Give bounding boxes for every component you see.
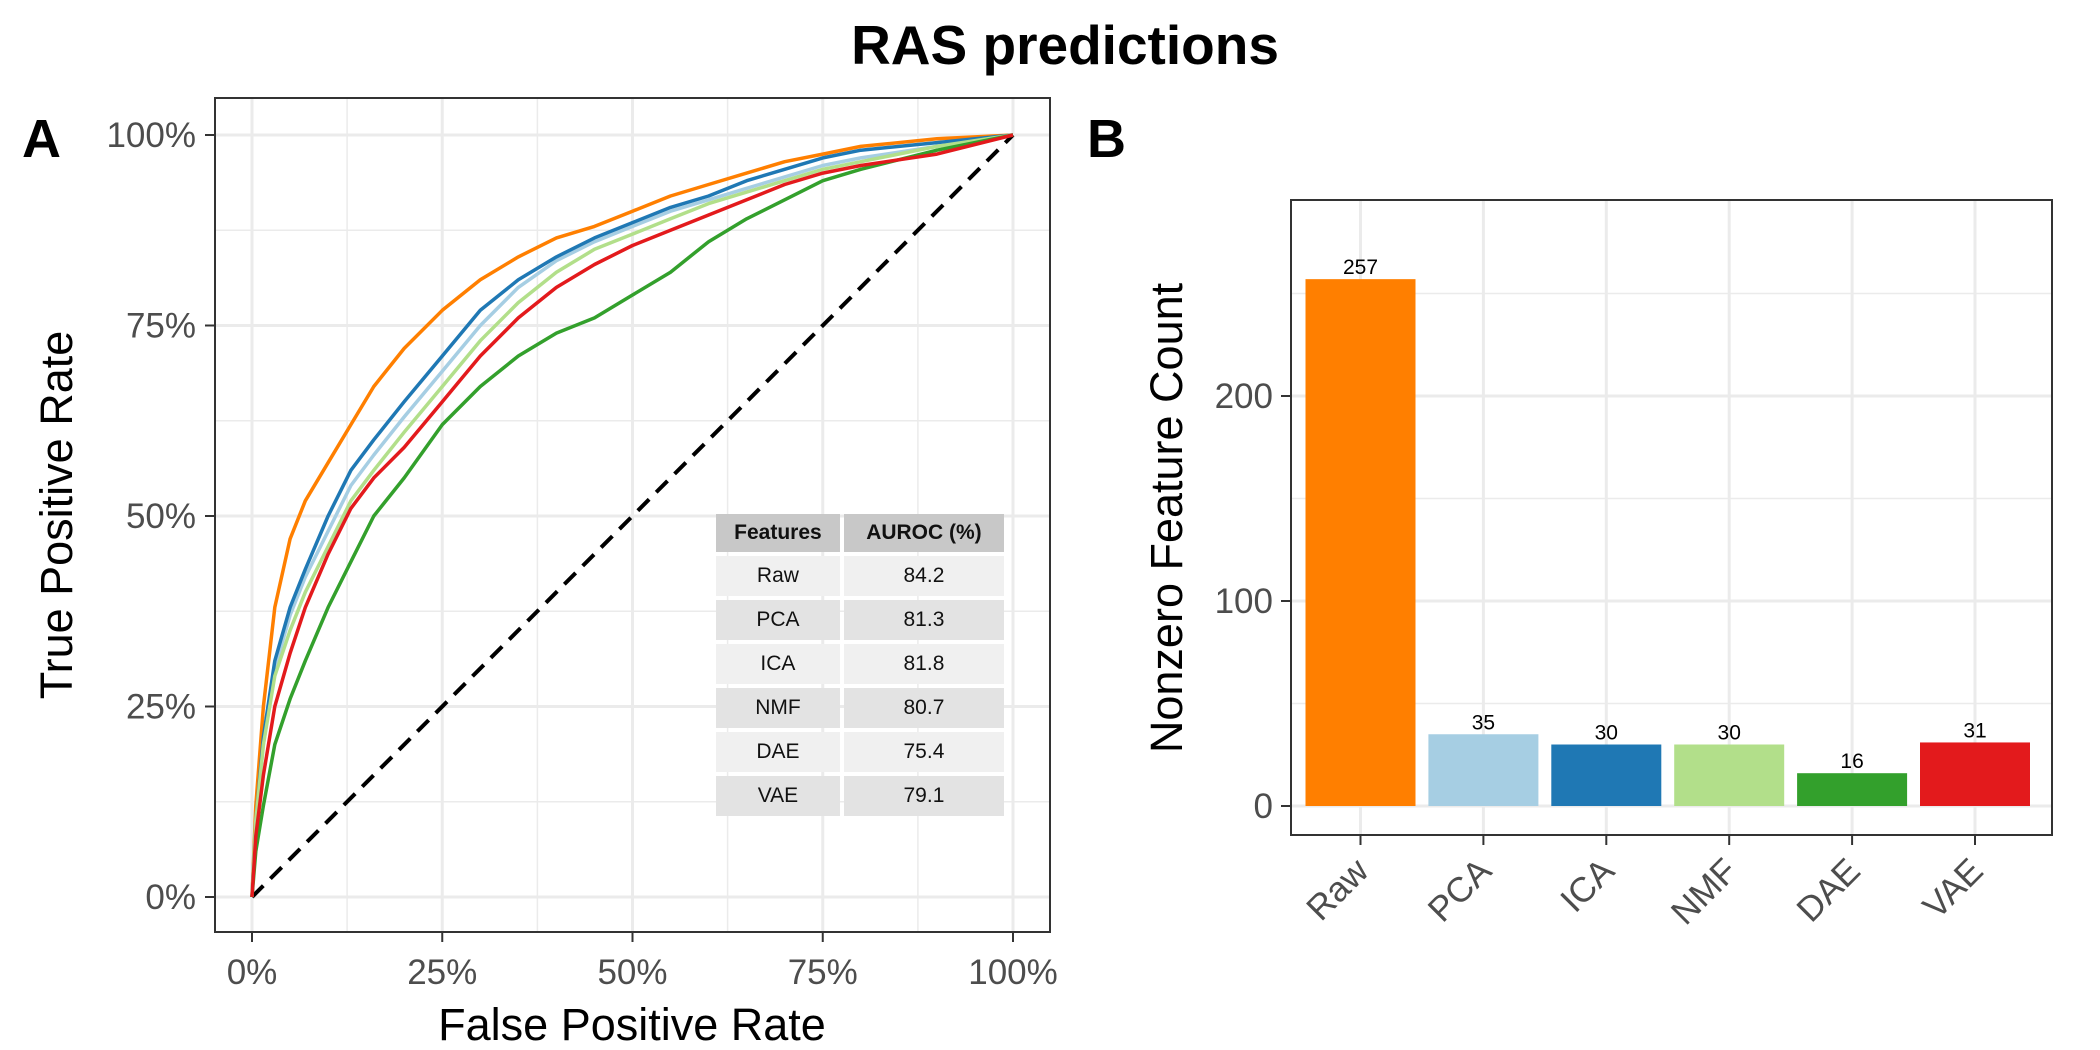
- auroc-value: 75.4: [843, 732, 1004, 772]
- bar-pca: [1428, 734, 1539, 806]
- auroc-header-auroc: AUROC (%): [843, 514, 1004, 552]
- figure-title: RAS predictions: [851, 14, 1279, 76]
- auroc-value: 84.2: [843, 556, 1004, 596]
- auroc-table-row: PCA 81.3: [716, 600, 1004, 640]
- bar-value-label: 16: [1840, 750, 1863, 773]
- roc-y-tick-label: 0%: [145, 878, 196, 917]
- roc-x-tick-label: 100%: [968, 953, 1058, 992]
- bar-dae: [1797, 773, 1908, 806]
- roc-curve-ica: [250, 133, 1014, 898]
- bar-value-label: 30: [1595, 722, 1618, 745]
- auroc-value: 80.7: [843, 688, 1004, 728]
- bar-x-tick-label: DAE: [1789, 851, 1867, 929]
- roc-curve-raw: [250, 133, 1014, 898]
- auroc-feature: PCA: [716, 600, 840, 640]
- auroc-header-features: Features: [716, 514, 840, 552]
- bar-x-tick-label: ICA: [1553, 851, 1622, 920]
- auroc-value: 81.8: [843, 644, 1004, 684]
- panel-label-a: A: [22, 109, 61, 169]
- roc-reference-line: [250, 133, 1015, 899]
- roc-curve-pca: [250, 133, 1014, 898]
- roc-y-tick-label: 25%: [126, 688, 196, 727]
- auroc-value: 81.3: [843, 600, 1004, 640]
- bar-x-tick-label: NMF: [1664, 851, 1745, 932]
- bar-ica: [1551, 744, 1662, 806]
- bar-nmf: [1674, 744, 1785, 806]
- auroc-value: 79.1: [843, 776, 1004, 816]
- auroc-feature: Raw: [716, 556, 840, 596]
- auroc-table-header: Features AUROC (%): [716, 514, 1004, 552]
- roc-x-tick-label: 75%: [788, 953, 858, 992]
- bar-value-label: 30: [1718, 722, 1741, 745]
- roc-x-tick-label: 50%: [597, 953, 667, 992]
- roc-x-tick-label: 0%: [227, 953, 278, 992]
- roc-axes: 0% 25% 50% 75% 100% 0% 25% 50% 75% 100%: [106, 116, 1057, 992]
- auroc-table-row: ICA 81.8: [716, 644, 1004, 684]
- bar-x-tick-label: PCA: [1421, 851, 1500, 930]
- roc-y-tick-label: 75%: [126, 307, 196, 346]
- roc-y-tick-label: 100%: [106, 116, 196, 155]
- bar-grid: [1291, 200, 2052, 835]
- auroc-table-row: DAE 75.4: [716, 732, 1004, 772]
- panel-label-b: B: [1087, 109, 1126, 169]
- auroc-table-row: Raw 84.2: [716, 556, 1004, 596]
- bar-y-tick-label: 100: [1215, 582, 1273, 621]
- bar-panel-border: [1290, 199, 2053, 836]
- roc-x-axis-label: False Positive Rate: [438, 999, 826, 1050]
- roc-curves: [250, 133, 1015, 899]
- roc-y-axis-label: True Positive Rate: [31, 331, 82, 699]
- bar-value-label: 257: [1343, 256, 1378, 279]
- auroc-table-row: NMF 80.7: [716, 688, 1004, 728]
- auroc-table-row: VAE 79.1: [716, 776, 1004, 816]
- feature-count-panel: B 257 35 30 30 16 31 0 100 200 Raw PCA ICA NMF DAE VA…: [1087, 109, 2053, 932]
- auroc-feature: DAE: [716, 732, 840, 772]
- bar-value-label: 35: [1472, 711, 1495, 734]
- bars: 257 35 30 30 16 31: [1305, 256, 2030, 806]
- roc-curve-nmf: [250, 133, 1014, 898]
- bar-y-tick-label: 200: [1215, 377, 1273, 416]
- roc-curve-vae: [250, 133, 1014, 898]
- bar-raw: [1305, 279, 1416, 806]
- bar-x-tick-label: VAE: [1915, 851, 1990, 926]
- auroc-feature: ICA: [716, 644, 840, 684]
- bar-y-tick-label: 0: [1254, 787, 1273, 826]
- bar-vae: [1920, 742, 2030, 806]
- roc-y-tick-label: 50%: [126, 497, 196, 536]
- bar-x-tick-label: Raw: [1299, 851, 1377, 929]
- bar-y-axis-label: Nonzero Feature Count: [1141, 282, 1192, 753]
- auroc-feature: VAE: [716, 776, 840, 816]
- roc-x-tick-label: 25%: [407, 953, 477, 992]
- auroc-table: Features AUROC (%) Raw 84.2 PCA 81.3 ICA…: [712, 510, 1008, 820]
- auroc-feature: NMF: [716, 688, 840, 728]
- roc-curve-dae: [250, 133, 1014, 898]
- bar-value-label: 31: [1963, 719, 1986, 742]
- bar-plot-background: [1291, 200, 2052, 835]
